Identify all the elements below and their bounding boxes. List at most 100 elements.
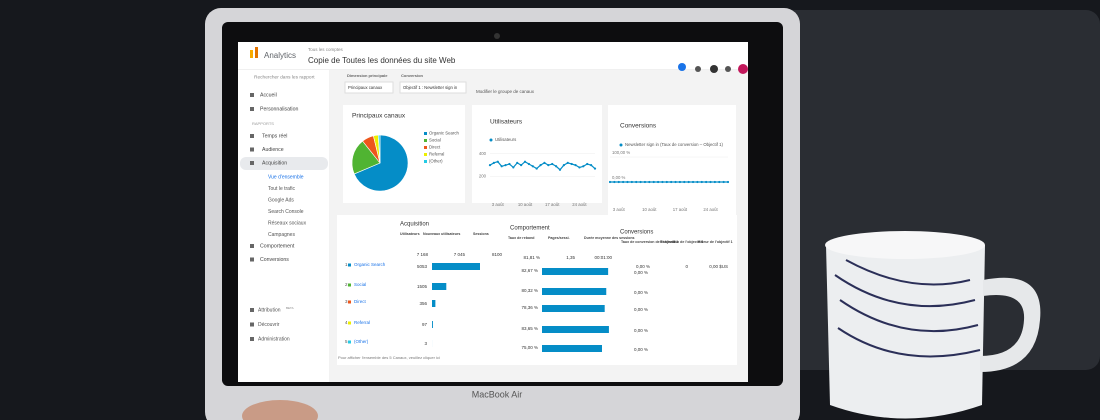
total: 7 045: [454, 252, 466, 257]
nav-subitem[interactable]: Vue d'ensemble: [268, 174, 304, 180]
mug: [826, 245, 985, 419]
channel[interactable]: Organic Search: [354, 262, 386, 267]
legend-swatch: [424, 139, 427, 142]
channel[interactable]: (Other): [354, 339, 369, 344]
swatch: [348, 283, 351, 287]
avatar[interactable]: [738, 64, 748, 74]
point: [508, 162, 511, 166]
swatch: [348, 340, 351, 344]
channel[interactable]: Referral: [354, 320, 370, 325]
top-bar: [238, 42, 748, 70]
legend-label: Utilisateurs: [495, 137, 516, 142]
point: [488, 164, 492, 167]
dropdown[interactable]: [399, 81, 467, 94]
bounce: 80,32 %: [521, 288, 538, 293]
nav-item[interactable]: Temps réel: [262, 133, 287, 139]
icon[interactable]: [725, 66, 731, 72]
column-header: Taux de rebond: [508, 236, 535, 240]
rank: 2: [345, 282, 348, 287]
dropdown-value[interactable]: Objectif 1 : Newsletter sign in: [403, 85, 458, 90]
nav-item[interactable]: Acquisition: [262, 160, 287, 166]
nav-icon: [250, 244, 254, 248]
line: [489, 160, 596, 171]
legend-label: Referral: [429, 152, 444, 157]
x-tick-label: 10 août: [518, 202, 533, 207]
users-bar: [432, 321, 433, 328]
point: [504, 164, 507, 167]
point: [709, 180, 712, 184]
x-tick-label: 24 août: [572, 202, 587, 207]
column-header: Taux de conversion de l'objectif 1: [621, 240, 678, 244]
nav-item[interactable]: Accueil: [260, 92, 277, 98]
nav-item[interactable]: Administration: [258, 336, 290, 342]
nav-item[interactable]: Conversions: [260, 257, 289, 263]
nav-subitem[interactable]: Campagnes: [268, 232, 295, 238]
legend-label: Organic Search: [429, 131, 459, 136]
total: 0,00 %: [636, 264, 650, 269]
view-title: Copie de Toutes les données du site Web: [308, 56, 456, 65]
point: [639, 180, 642, 184]
camera: [494, 33, 500, 39]
point: [570, 162, 573, 166]
nav-item[interactable]: Attribution: [258, 307, 281, 313]
legend-label: Direct: [429, 145, 441, 150]
nav-item[interactable]: Comportement: [260, 243, 295, 249]
nav-subitem[interactable]: Tout le trafic: [268, 186, 295, 192]
dropdown[interactable]: [344, 81, 394, 94]
icon[interactable]: [678, 63, 686, 71]
icon[interactable]: [710, 65, 718, 73]
point: [500, 165, 503, 168]
dropdown-value[interactable]: Principaux canaux: [348, 85, 383, 90]
rank: 1: [345, 262, 348, 267]
nav-subitem[interactable]: Search Console: [268, 209, 304, 215]
nav-item[interactable]: Personnalisation: [260, 106, 298, 112]
users: 97: [422, 322, 428, 327]
point: [665, 180, 668, 184]
y-tick-label: 200: [479, 174, 487, 179]
pie-slice: [351, 140, 381, 175]
nav-subitem[interactable]: Réseaux sociaux: [268, 220, 307, 226]
channel[interactable]: Direct: [354, 299, 367, 304]
users-bar: [432, 300, 436, 307]
bounce-bar: [542, 345, 602, 352]
legend-dot: [619, 143, 623, 147]
beta-badge: BETA: [286, 306, 294, 310]
total: 0,00 $US: [709, 264, 728, 269]
nav-item[interactable]: Audience: [262, 147, 284, 153]
point: [543, 161, 546, 164]
bounce: 75,00 %: [521, 345, 538, 350]
conv-rate: 0,00 %: [634, 328, 648, 333]
total: 00:01:00: [594, 255, 612, 260]
nav-subitem[interactable]: Google Ads: [268, 197, 294, 203]
users: 1505: [417, 284, 428, 289]
point: [523, 160, 527, 163]
column-header: Pages/sessi.: [548, 236, 570, 240]
rank: 4: [345, 320, 348, 325]
point: [630, 180, 633, 184]
laptop-model: MacBook Air: [472, 389, 523, 399]
bounce: 83,65 %: [521, 326, 538, 331]
channel[interactable]: Social: [354, 282, 366, 287]
point: [492, 161, 495, 164]
point: [535, 167, 538, 170]
point: [547, 164, 550, 167]
legend-swatch: [424, 146, 427, 149]
x-tick-label: 17 août: [673, 207, 688, 212]
total: 8100: [492, 252, 503, 257]
table-footer[interactable]: Pour afficher l'ensemble des 5 Canaux, v…: [338, 355, 440, 360]
point: [593, 167, 597, 170]
icon[interactable]: [695, 66, 701, 72]
bounce-bar: [542, 326, 609, 333]
edit-link[interactable]: Modifier le groupe de canaux: [476, 89, 535, 94]
point: [555, 165, 558, 168]
point: [622, 180, 625, 184]
card: [472, 105, 602, 203]
column-header: Valeur de l'objectif 1: [698, 240, 733, 244]
nav-icon: [250, 147, 254, 152]
point: [718, 180, 721, 184]
pie-slice: [353, 134, 409, 192]
legend-label: Newsletter sign in (Taux de conversion –…: [625, 142, 723, 147]
nav-item[interactable]: Découvrir: [258, 322, 280, 328]
point: [670, 180, 673, 184]
